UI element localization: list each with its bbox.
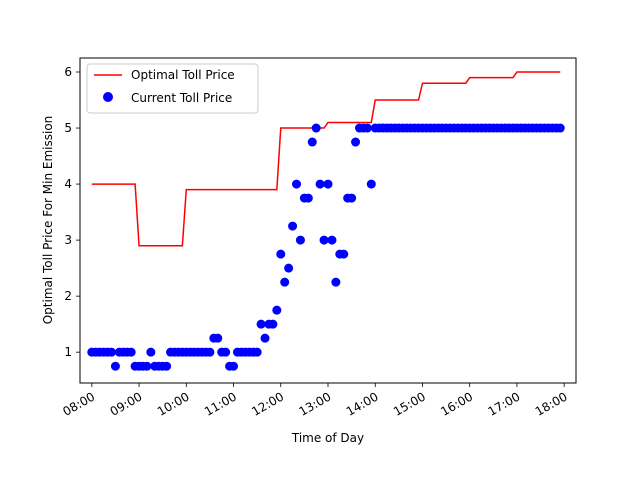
y-tick-label-2: 3 xyxy=(64,233,72,247)
scatter-point-current-toll-price-56 xyxy=(307,137,317,147)
legend-box xyxy=(86,63,259,114)
scatter-point-current-toll-price-67 xyxy=(351,137,361,147)
series-line-optimal-toll-price xyxy=(91,71,561,247)
scatter-point-current-toll-price-49 xyxy=(280,277,290,287)
scatter-point-current-toll-price-119 xyxy=(555,123,565,133)
plot-area xyxy=(87,71,565,371)
scatter-point-current-toll-price-57 xyxy=(311,123,321,133)
y-tick-label-1: 2 xyxy=(64,289,72,303)
scatter-point-current-toll-price-62 xyxy=(331,277,341,287)
scatter-point-current-toll-price-15 xyxy=(146,347,156,357)
y-tick-label-0: 1 xyxy=(64,345,72,359)
legend-dot-marker xyxy=(103,92,113,102)
scatter-point-current-toll-price-55 xyxy=(303,193,313,203)
scatter-point-current-toll-price-32 xyxy=(213,333,223,343)
y-axis: 1 2 3 4 5 6 xyxy=(64,65,80,359)
scatter-point-current-toll-price-66 xyxy=(347,193,357,203)
scatter-point-current-toll-price-6 xyxy=(110,361,120,371)
scatter-point-current-toll-price-14 xyxy=(142,361,152,371)
legend-label-optimal: Optimal Toll Price xyxy=(131,68,235,82)
x-axis-title: Time of Day xyxy=(291,431,364,445)
y-axis-title: Optimal Toll Price For Min Emission xyxy=(41,116,55,325)
legend: Optimal Toll Price Current Toll Price xyxy=(86,63,259,114)
scatter-point-current-toll-price-52 xyxy=(292,179,302,189)
scatter-point-current-toll-price-5 xyxy=(106,347,116,357)
scatter-point-current-toll-price-50 xyxy=(284,263,294,273)
scatter-point-current-toll-price-58 xyxy=(315,179,325,189)
scatter-point-current-toll-price-47 xyxy=(272,305,282,315)
scatter-point-current-toll-price-70 xyxy=(362,123,372,133)
y-tick-label-4: 5 xyxy=(64,121,72,135)
scatter-point-current-toll-price-51 xyxy=(288,221,298,231)
scatter-point-current-toll-price-10 xyxy=(126,347,136,357)
scatter-point-current-toll-price-64 xyxy=(339,249,349,259)
scatter-point-current-toll-price-19 xyxy=(162,361,172,371)
scatter-point-current-toll-price-42 xyxy=(252,347,262,357)
scatter-point-current-toll-price-48 xyxy=(276,249,286,259)
scatter-point-current-toll-price-60 xyxy=(323,179,333,189)
scatter-point-current-toll-price-43 xyxy=(256,319,266,329)
scatter-point-current-toll-price-53 xyxy=(295,235,305,245)
scatter-point-current-toll-price-44 xyxy=(260,333,270,343)
y-tick-label-3: 4 xyxy=(64,177,72,191)
scatter-point-current-toll-price-30 xyxy=(205,347,215,357)
scatter-point-current-toll-price-34 xyxy=(221,347,231,357)
y-tick-label-5: 6 xyxy=(64,65,72,79)
scatter-point-current-toll-price-61 xyxy=(327,235,337,245)
scatter-point-current-toll-price-59 xyxy=(319,235,329,245)
scatter-point-current-toll-price-36 xyxy=(229,361,239,371)
scatter-point-current-toll-price-71 xyxy=(366,179,376,189)
scatter-point-current-toll-price-46 xyxy=(268,319,278,329)
legend-label-current: Current Toll Price xyxy=(131,91,232,105)
